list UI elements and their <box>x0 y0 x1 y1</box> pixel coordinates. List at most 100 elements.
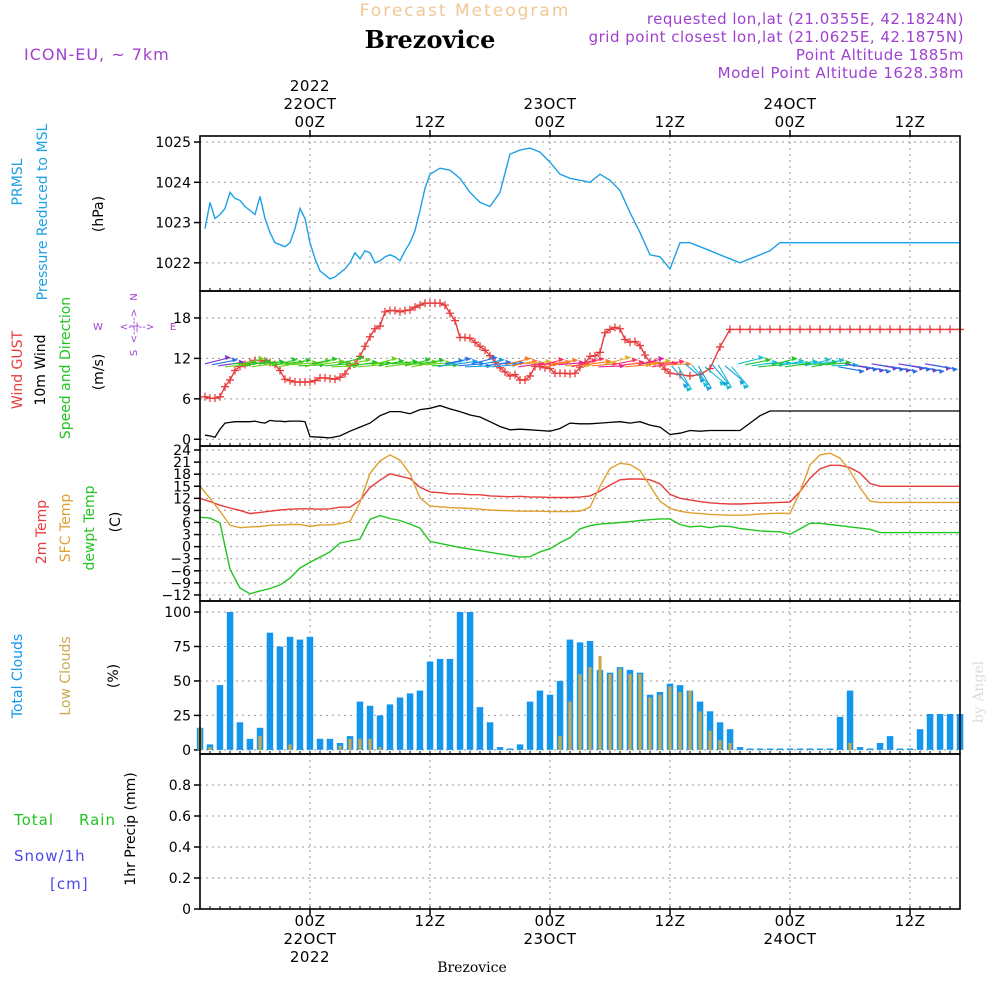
precip-ytick-label: 0 <box>182 902 191 918</box>
low-cloud-bar <box>558 736 562 750</box>
total-cloud-bar <box>716 722 724 750</box>
top-axis-label: 12Z <box>415 113 446 131</box>
top-axis-label: 2022 <box>290 77 330 95</box>
total-cloud-bar <box>326 738 334 750</box>
gust-marker <box>936 325 945 334</box>
total-cloud-bar <box>856 747 864 750</box>
gust-marker <box>571 369 580 378</box>
precip-labels: Total Rain Snow/1h [cm] 1hr Precip (mm) <box>13 772 139 893</box>
total-cloud-bar <box>476 707 484 750</box>
low-cloud-bar <box>718 740 722 750</box>
gust-marker <box>410 303 419 312</box>
wind-arrow-head <box>858 368 865 374</box>
total-cloud-bar <box>236 722 244 750</box>
wind-arrow-head <box>911 368 919 374</box>
gust-marker <box>835 325 844 334</box>
wind-panel: 0 6 12 18 <box>173 291 964 448</box>
bottom-axis-label: 12Z <box>895 912 926 930</box>
wind-arrow-head <box>545 359 552 364</box>
low-cloud-bar <box>648 697 652 750</box>
total-cloud-bar <box>386 704 394 750</box>
low-cloud-bar <box>618 668 622 750</box>
wind-arrow-head <box>665 358 672 364</box>
total-cloud-bar <box>376 715 384 750</box>
gust-marker <box>925 325 934 334</box>
gust-marker <box>226 375 235 384</box>
gust-marker <box>391 306 400 315</box>
total-cloud-bar <box>226 612 234 750</box>
precip-ytick-label: 0.8 <box>169 778 191 794</box>
station-title: Brezovice <box>365 25 496 54</box>
low-cloud-bar <box>848 743 852 750</box>
cloud-ytick-label: 50 <box>173 674 191 690</box>
gust-marker <box>766 325 775 334</box>
wind-arrow-head <box>685 386 693 392</box>
gust-marker <box>220 382 229 391</box>
bottom-axis-label: 00Z <box>295 912 326 930</box>
wind-arrow-head <box>558 357 565 362</box>
wind-arrow-head <box>702 382 710 388</box>
temp-label-sfc: SFC Temp <box>58 494 74 563</box>
wind-ytick-label: 12 <box>173 351 191 367</box>
wind-arrow-head <box>438 357 445 363</box>
gust-marker <box>805 325 814 334</box>
gust-marker <box>520 375 529 384</box>
total-cloud-bar <box>316 738 324 750</box>
gust-marker <box>715 342 724 351</box>
gust-marker <box>786 325 795 334</box>
gust-marker <box>370 324 379 333</box>
gust-marker <box>565 369 574 378</box>
wind-arrow-head <box>412 359 419 364</box>
pressure-units: (hPa) <box>91 196 107 232</box>
temp-ytick-label: −9 <box>170 576 191 592</box>
total-cloud-bar <box>726 729 734 750</box>
pressure-label-msl: Pressure Reduced to MSL <box>35 123 51 300</box>
pressure-labels: PRMSL Pressure Reduced to MSL (hPa) <box>10 123 107 300</box>
gust-marker <box>340 369 349 378</box>
total-cloud-bar <box>276 646 284 750</box>
temp-label-dew: dewpt Temp <box>82 485 98 570</box>
bottom-axis-label: 00Z <box>775 912 806 930</box>
model-label: ICON-EU, ~ 7km <box>24 45 170 64</box>
gust-marker <box>661 365 670 374</box>
total-cloud-bar <box>776 748 784 750</box>
gust-marker <box>380 307 389 316</box>
temp-ytick-label: 6 <box>182 515 191 531</box>
low-cloud-bar <box>598 656 602 750</box>
temp-ytick-label: 12 <box>173 491 191 507</box>
top-axis-label: 00Z <box>295 113 326 131</box>
pressure-panel: 1022 1023 1024 1025 <box>155 135 960 291</box>
total-cloud-bar <box>736 747 744 750</box>
wind-arrow-head <box>231 357 238 363</box>
wind-arrow-head <box>424 357 431 362</box>
top-axis-label: 22OCT <box>283 95 336 113</box>
grid-point: grid point closest lon,lat (21.0625E, 42… <box>589 28 964 46</box>
low-cloud-bar <box>358 738 362 750</box>
top-axis-label: 23OCT <box>523 95 576 113</box>
gust-marker <box>685 371 694 380</box>
total-cloud-bar <box>446 658 454 750</box>
cloud-panel: 0 25 50 75 100 <box>164 601 964 759</box>
wind-direction-arrow <box>684 363 706 381</box>
gust-marker <box>601 328 610 337</box>
gust-marker <box>846 325 855 334</box>
wind-arrow-head <box>331 356 338 362</box>
wind-arrow-head <box>338 358 345 364</box>
total-cloud-bar <box>806 748 814 750</box>
wind-arrow-head <box>224 354 231 360</box>
watermark: by Angel <box>971 660 987 723</box>
wind-arrow-head <box>682 383 690 389</box>
total-cloud-bar <box>486 722 494 750</box>
wind-arrow-head <box>265 358 272 364</box>
compass-s: S <box>129 350 140 356</box>
wind-arrow-head <box>305 357 312 363</box>
gust-marker <box>631 337 640 346</box>
top-axis-label: 12Z <box>655 113 686 131</box>
t2m-line <box>199 464 960 515</box>
gust-marker <box>886 325 895 334</box>
temp-ytick-label: 9 <box>182 503 191 519</box>
total-cloud-bar <box>766 748 774 750</box>
total-cloud-bar <box>946 714 954 750</box>
compass-rose: N S W E <--|--> <--|--> <box>93 293 176 356</box>
